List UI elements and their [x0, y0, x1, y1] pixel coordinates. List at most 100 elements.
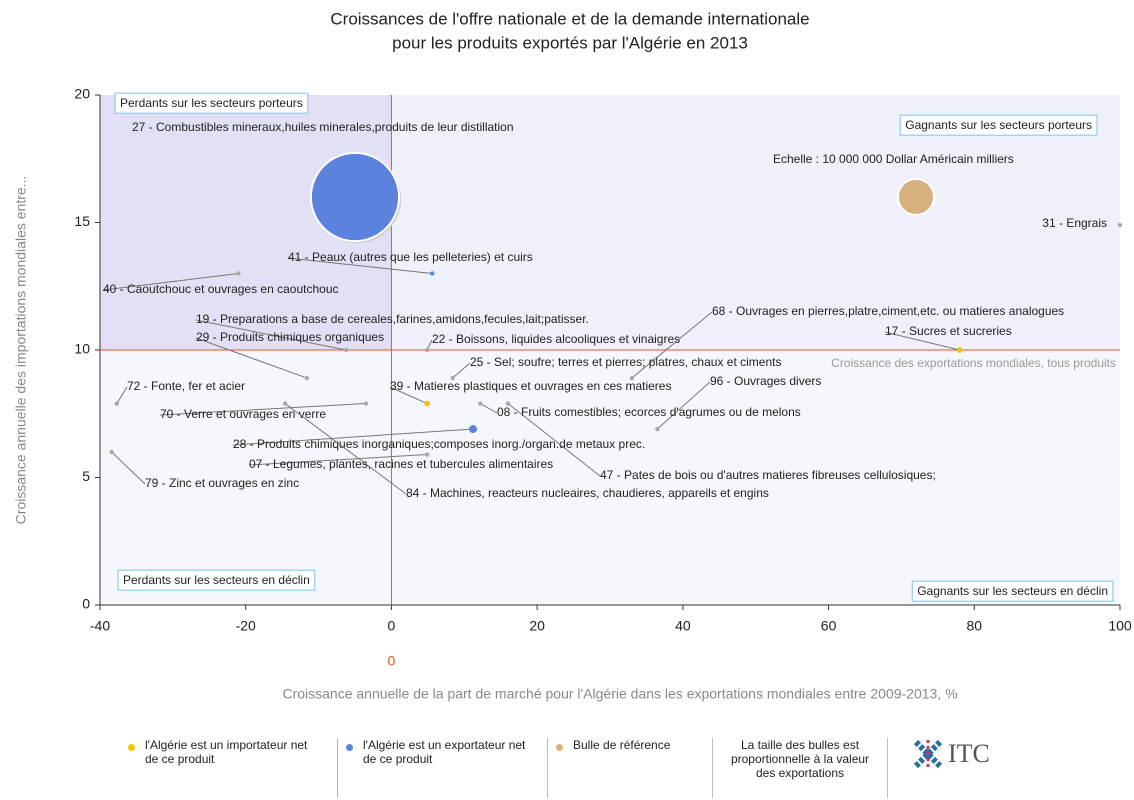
leader-line [111, 451, 146, 485]
legend-note-box: La taille des bulles est proportionnelle… [713, 738, 888, 798]
legend-swatch [128, 744, 135, 751]
bubble [629, 375, 635, 381]
bubble-label: 08 - Fruits comestibles; ecorces d'agrum… [497, 405, 801, 419]
logo-text: ITC [948, 739, 990, 768]
bubble [424, 347, 430, 353]
quadrant-label: Gagnants sur les secteurs porteurs [905, 118, 1092, 132]
quadrant-box [899, 114, 1098, 136]
bubble [424, 400, 430, 407]
leader-line [195, 337, 308, 379]
quadrant-box [117, 569, 316, 591]
quadrant-box [911, 580, 1114, 602]
reference-bubble [897, 178, 935, 216]
x-tick-label: 60 [821, 618, 837, 634]
legend-swatch [346, 744, 353, 751]
quadrant-box [114, 92, 309, 114]
bubble-label: 70 - Verre et ouvrages en verre [160, 407, 326, 421]
y-tick-label: 10 [74, 341, 90, 357]
leader-line [248, 454, 428, 466]
bubble-label: 41 - Peaux (autres que les pelleteries) … [288, 250, 533, 264]
bubble [450, 375, 455, 381]
bubble-label: 07 - Legumes, plantes, racines et tuberc… [249, 457, 553, 471]
leader-line [195, 319, 347, 351]
bubble-label: 31 - Engrais [1042, 216, 1107, 230]
bubble-label: 79 - Zinc et ouvrages en zinc [145, 476, 299, 490]
x-tick-label: 100 [1108, 618, 1132, 634]
legend-item: l'Algérie est un importateur net de ce p… [120, 738, 338, 798]
bubble [424, 452, 430, 457]
legend-item: Bulle de référence [548, 738, 713, 798]
bubble [363, 401, 369, 406]
x-tick-label: -40 [90, 618, 110, 634]
reference-bubble-label: Echelle : 10 000 000 Dollar Américain mi… [773, 152, 1014, 166]
bubble [109, 449, 114, 455]
bubble [478, 401, 483, 406]
bubble-label: 72 - Fonte, fer et acier [127, 379, 245, 393]
leader-line [232, 428, 474, 446]
leader-line [102, 273, 239, 291]
leader-line [884, 331, 960, 351]
bubble-label: 17 - Sucres et sucreries [885, 324, 1012, 338]
bubble-label: 40 - Caoutchouc et ouvrages en caoutchou… [103, 282, 339, 296]
bubble-label: 84 - Machines, reacteurs nucleaires, cha… [406, 486, 769, 500]
x-axis-label: Croissance annuelle de la part de marché… [282, 686, 957, 702]
bubble-label: 22 - Boissons, liquides alcooliques et v… [432, 332, 680, 346]
leader-line [116, 386, 128, 404]
leader-line [159, 403, 366, 416]
legend-item: l'Algérie est un exportateur net de ce p… [338, 738, 548, 798]
bubble [236, 271, 241, 276]
x-tick-label: -20 [236, 618, 256, 634]
bubble-label: 25 - Sel; soufre; terres et pierres; pla… [470, 355, 781, 369]
bubble [282, 401, 288, 406]
x-tick-label: 20 [529, 618, 545, 634]
y-axis-label: Croissance annuelle des importations mon… [13, 176, 29, 525]
leader-line [480, 403, 498, 414]
legend-note: La taille des bulles est proportionnelle… [730, 738, 870, 780]
bubble [309, 151, 401, 243]
chart: Croissances de l'offre nationale et de l… [13, 9, 1132, 702]
logo-icon [913, 739, 943, 769]
bubble [304, 375, 310, 381]
bubble [505, 401, 511, 406]
legend-label: l'Algérie est un exportateur net de ce p… [363, 738, 526, 766]
chart-title: Croissances de l'offre nationale et de l… [330, 9, 809, 28]
bubble [114, 401, 119, 406]
y-tick-label: 20 [74, 86, 90, 102]
quadrant-label: Perdants sur les secteurs en déclin [123, 573, 310, 587]
chart-title: pour les produits exportés par l'Algérie… [392, 33, 748, 52]
x-tick-label: 0 [388, 618, 396, 634]
bubble [344, 347, 349, 353]
bubble-label: 39 - Matieres plastiques et ouvrages en … [390, 379, 671, 393]
x-tick-label: 40 [675, 618, 691, 634]
bubble [956, 347, 963, 353]
leader-line [657, 381, 711, 430]
leader-line [287, 257, 433, 274]
bubble-label: 68 - Ouvrages en pierres,platre,ciment,e… [712, 304, 1064, 318]
y-tick-label: 5 [82, 468, 90, 484]
legend-label: Bulle de référence [573, 738, 671, 752]
x-tick-label: 80 [966, 618, 982, 634]
logo: ITC [912, 738, 990, 770]
leader-line [284, 403, 407, 495]
quadrant-label: Gagnants sur les secteurs en déclin [917, 584, 1108, 598]
legend-label: l'Algérie est un importateur net de ce p… [145, 738, 308, 766]
quadrant-bg [391, 95, 1120, 350]
leader-line [389, 386, 428, 405]
bubble [655, 426, 660, 432]
leader-line [452, 362, 471, 379]
bubble-label: 96 - Ouvrages divers [710, 374, 821, 388]
bubble [430, 271, 435, 276]
leader-line [507, 403, 601, 477]
reference-label: 0 [388, 653, 396, 669]
bubble-label: 29 - Produits chimiques organiques [196, 330, 384, 344]
legend-swatch [556, 744, 563, 751]
leader-line [631, 311, 713, 379]
reference-label: Croissance des exportations mondiales, t… [831, 356, 1116, 370]
y-tick-label: 0 [82, 596, 90, 612]
bubble [469, 425, 478, 434]
bubble-label: 19 - Preparations a base de cereales,far… [196, 312, 589, 326]
y-tick-label: 15 [74, 213, 90, 229]
quadrant-label: Perdants sur les secteurs porteurs [120, 96, 303, 110]
bubble-label: 27 - Combustibles mineraux,huiles minera… [132, 120, 514, 134]
